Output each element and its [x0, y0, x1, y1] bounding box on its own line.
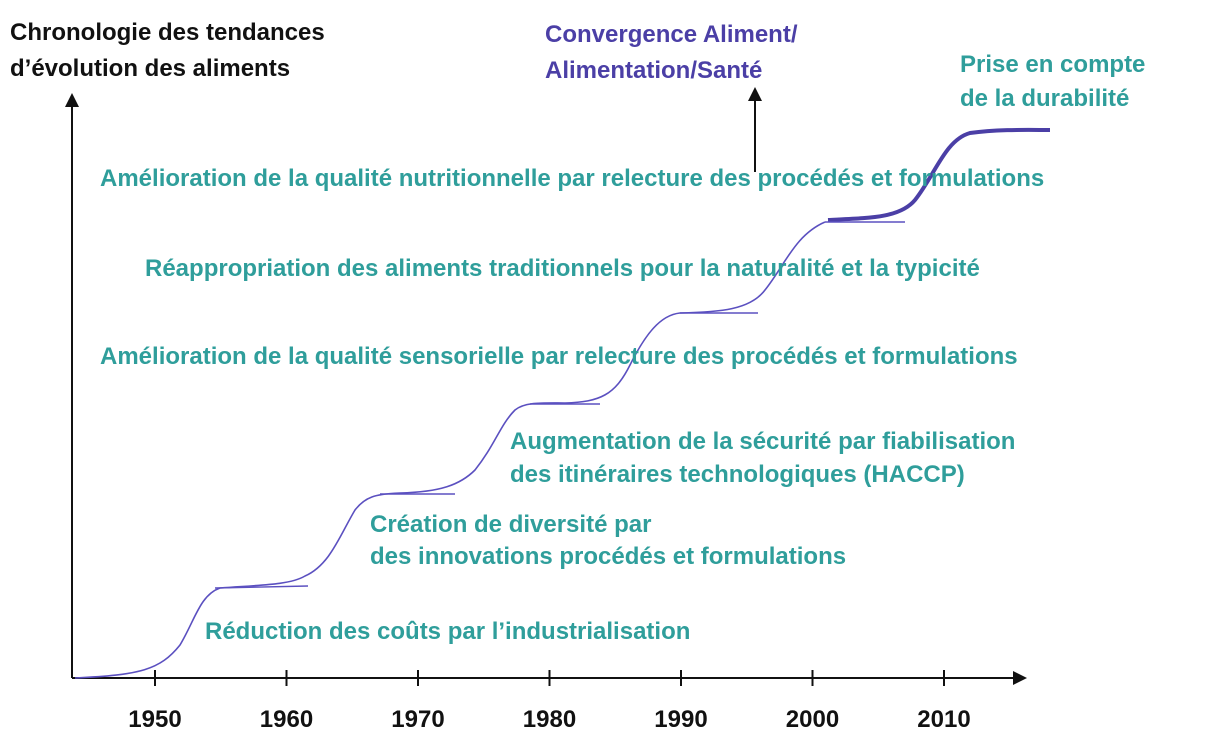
title: d’évolution des aliments	[10, 55, 290, 82]
convergence-label: Convergence Aliment/	[545, 21, 798, 48]
x-ticks: 1950 1960 1970 1980 1990 2000 2010	[128, 670, 971, 731]
trend-label: Amélioration de la qualité sensorielle p…	[100, 343, 1018, 370]
plateaus	[214, 221, 905, 589]
trend-label: Augmentation de la sécurité par fiabilis…	[510, 428, 1015, 455]
convergence-label: Alimentation/Santé	[545, 57, 762, 84]
x-tick-label: 2010	[917, 706, 970, 731]
trend-label: Amélioration de la qualité nutritionnell…	[100, 165, 1044, 192]
x-tick-label: 1950	[128, 706, 181, 731]
trend-label: des innovations procédés et formulations	[370, 543, 846, 570]
x-tick-label: 1980	[523, 706, 576, 731]
trend-label: Création de diversité par	[370, 511, 651, 538]
durability-label: de la durabilité	[960, 85, 1129, 112]
x-tick-label: 1970	[391, 706, 444, 731]
durability-label: Prise en compte	[960, 51, 1145, 78]
plateau	[214, 585, 309, 589]
trend-label: des itinéraires technologiques (HACCP)	[510, 461, 965, 488]
x-tick-label: 1990	[654, 706, 707, 731]
trend-label: Réduction des coûts par l’industrialisat…	[205, 618, 690, 645]
x-tick-label: 2000	[786, 706, 839, 731]
trend-curve-highlight	[827, 127, 1051, 222]
x-tick-label: 1960	[260, 706, 313, 731]
trend-label: Réappropriation des aliments traditionne…	[145, 255, 980, 282]
title: Chronologie des tendances	[10, 19, 325, 46]
